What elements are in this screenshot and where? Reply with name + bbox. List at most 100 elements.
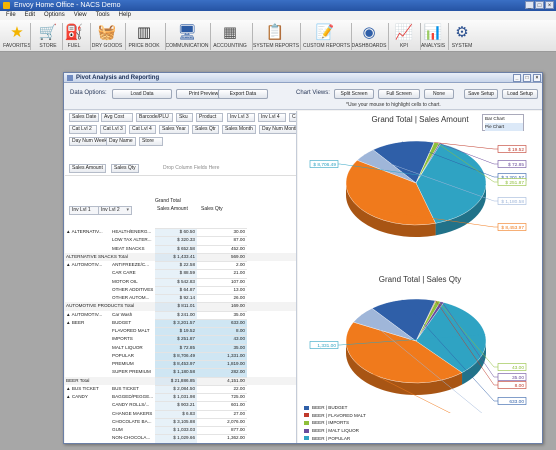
table-row[interactable]: PREMIUM $ 8,453.97 1,819.00 xyxy=(65,360,296,369)
total-row[interactable]: ALTERNATIVE SNACKS Total $ 1,433.41 569.00 xyxy=(65,252,296,261)
field-chip-sku[interactable]: Sku xyxy=(176,113,193,122)
sales-amount-cell[interactable]: $ 1,433.41 xyxy=(155,252,197,261)
split-screen-button[interactable]: Split Screen xyxy=(334,89,374,99)
total-row[interactable]: BEER Total $ 21,886.85 4,151.00 xyxy=(65,376,296,385)
field-chip-product[interactable]: Product xyxy=(196,113,223,122)
sales-amount-cell[interactable]: $ 8,706.49 xyxy=(155,351,197,360)
sales-qty-cell[interactable]: 30.00 xyxy=(233,229,246,234)
table-row[interactable]: ▲ AUTOMOTIV... ANTIFREEZE/C... $ 22.58 2.00 xyxy=(65,261,296,270)
table-row[interactable]: CHOCOLATE BA... $ 3,105.88 2,076.00 xyxy=(65,417,296,426)
sales-amount-cell[interactable]: $ 22.58 xyxy=(155,261,197,270)
export-data-button[interactable]: Export Data xyxy=(218,89,268,99)
sales-amount-cell[interactable]: $ 72.85 xyxy=(155,343,197,352)
sales-amount-cell[interactable]: $ 1,180.58 xyxy=(155,368,197,377)
table-row[interactable]: LOW TAX ALTER... $ 320.33 87.00 xyxy=(65,236,296,245)
table-row[interactable]: IMPORTS $ 251.87 43.00 xyxy=(65,335,296,344)
table-row[interactable]: MEAT SNACKS $ 652.58 452.00 xyxy=(65,244,296,253)
none-view-button[interactable]: None xyxy=(424,89,454,99)
total-row[interactable]: AUTOMOTIVE PRODUCTS Total $ 811.01 169.00 xyxy=(65,302,296,311)
row-field-inv-lvl-2[interactable]: Inv Lvl 2 xyxy=(98,206,132,215)
table-row[interactable]: NOVELTY/SEAS...$ 33.6525.00 xyxy=(65,442,296,443)
sales-qty-cell[interactable]: 169.00 xyxy=(230,303,245,309)
table-row[interactable]: CANDY ROLLS/... $ 903.21 601.00 xyxy=(65,401,296,410)
close-button[interactable]: × xyxy=(545,1,554,9)
minimize-button[interactable]: _ xyxy=(525,1,534,9)
toolbar-kpi-button[interactable]: 📈 KPI xyxy=(382,20,426,52)
sales-amount-cell[interactable]: $ 64.87 xyxy=(155,285,197,294)
data-field-sales-amount[interactable]: Sales Amount xyxy=(69,164,106,173)
menu-file[interactable]: File xyxy=(6,12,16,18)
field-chip-cat-lvl-4[interactable]: Cat Lvl 4 xyxy=(129,125,156,134)
field-chip-sales-month[interactable]: Sales Month xyxy=(222,125,256,134)
sales-amount-cell[interactable]: $ 3,201.57 xyxy=(155,318,197,327)
menu-options[interactable]: Options xyxy=(44,12,65,18)
table-row[interactable]: ▲ CANDY BAGGED/PEGGE... $ 1,031.98 725.00 xyxy=(65,393,296,402)
table-row[interactable]: OTHER ADDITIVES $ 64.87 13.00 xyxy=(65,285,296,294)
sales-amount-cell[interactable]: $ 811.01 xyxy=(155,302,197,311)
toolbar-system-reports-button[interactable]: 📋 SYSTEM REPORTS xyxy=(253,20,299,52)
sales-qty-cell[interactable]: 2,076.00 xyxy=(227,418,245,424)
sales-qty-cell[interactable]: 1,819.00 xyxy=(197,360,247,369)
save-setup-button[interactable]: Save Setup xyxy=(464,89,498,99)
field-chip-barcode-plu[interactable]: Barcode/PLU xyxy=(136,113,173,122)
sales-qty-cell[interactable]: 2.00 xyxy=(236,262,245,267)
sales-amount-cell[interactable]: $ 652.58 xyxy=(155,244,197,253)
table-row[interactable]: GUM $ 1,033.03 877.00 xyxy=(65,426,296,435)
table-row[interactable]: CAR CARE $ 88.59 21.00 xyxy=(65,269,296,278)
field-chip-sales-date[interactable]: Sales Date xyxy=(69,113,100,122)
menu-edit[interactable]: Edit xyxy=(24,12,36,18)
menu-help[interactable]: Help xyxy=(118,12,131,18)
toolbar-dashboards-button[interactable]: ◉ DASHBOARDS xyxy=(347,20,391,52)
toolbar-dry-goods-button[interactable]: 🧺 DRY GOODS xyxy=(85,20,129,52)
sales-amount-cell[interactable]: $ 6.83 xyxy=(155,409,197,418)
sales-amount-cell[interactable]: $ 1,029.66 xyxy=(155,434,197,443)
toolbar-store-button[interactable]: 🛒 STORE xyxy=(26,20,70,52)
full-screen-button[interactable]: Full Screen xyxy=(378,89,420,99)
sales-qty-cell[interactable]: 452.00 xyxy=(230,245,245,251)
table-row[interactable]: MOTOR OIL $ 542.83 107.00 xyxy=(65,277,296,286)
sales-qty-cell[interactable]: 27.00 xyxy=(233,410,246,416)
toolbar-favorites-button[interactable]: ★ FAVORITES xyxy=(0,20,39,52)
menu-tools[interactable]: Tools xyxy=(95,12,110,18)
field-chip-inv-lvl-4[interactable]: Inv Lvl 4 xyxy=(258,113,286,122)
sales-qty-cell[interactable]: 1,331.00 xyxy=(197,351,247,360)
sales-qty-cell[interactable]: 877.00 xyxy=(230,427,245,432)
sales-amount-cell[interactable]: $ 2,084.50 xyxy=(155,384,197,393)
sales-amount-cell[interactable]: $ 60.50 xyxy=(155,228,197,237)
sales-amount-cell[interactable]: $ 19.52 xyxy=(155,327,197,336)
chart-type-pie[interactable]: Pie Chart xyxy=(485,123,523,131)
sales-amount-cell[interactable]: $ 21,886.85 xyxy=(155,376,197,385)
sales-qty-cell[interactable]: 633.00 xyxy=(197,318,247,327)
field-chip-cat-lvl-2[interactable]: Cat Lvl 2 xyxy=(69,125,97,134)
sales-qty-cell[interactable]: 725.00 xyxy=(230,394,245,399)
sales-amount-cell[interactable]: $ 542.83 xyxy=(155,277,197,286)
chart-type-bar[interactable]: Bar Chart xyxy=(485,116,505,121)
sales-qty-cell[interactable]: 8.00 xyxy=(197,327,247,336)
col-header-sales-qty[interactable]: Sales Qty xyxy=(201,206,223,212)
sales-qty-cell[interactable]: 43.00 xyxy=(197,335,247,344)
table-row[interactable]: NON-CHOCOLA... $ 1,029.66 1,362.00 xyxy=(65,434,296,443)
pivot-maximize-button[interactable]: □ xyxy=(523,74,531,82)
col-header-sales-amount[interactable]: Sales Amount xyxy=(157,206,188,212)
sales-amount-cell[interactable]: $ 8,453.97 xyxy=(155,360,197,369)
sales-qty-cell[interactable]: 13.00 xyxy=(233,286,246,292)
table-row[interactable]: SUPER PREMIUM $ 1,180.58 282.00 xyxy=(65,368,296,377)
sales-qty-cell[interactable]: 4,151.00 xyxy=(227,377,245,383)
toolbar-fuel-button[interactable]: ⛽ FUEL xyxy=(52,20,96,52)
table-row[interactable]: ▲ BEER BUDGET $ 3,201.57 633.00 xyxy=(65,318,296,327)
sales-amount-cell[interactable]: $ 320.33 xyxy=(155,236,197,245)
sales-amount-cell[interactable]: $ 3,105.88 xyxy=(155,417,197,426)
load-data-button[interactable]: Load Data xyxy=(112,89,172,99)
sales-qty-cell[interactable]: 21.00 xyxy=(233,270,246,276)
field-chip-inv-lvl-3[interactable]: Inv Lvl 3 xyxy=(227,113,255,122)
toolbar-communication-button[interactable]: 🖥 COMMUNICATION xyxy=(165,20,209,52)
field-chip-avg-cost[interactable]: Avg Cost xyxy=(101,113,133,122)
toolbar-accounting-button[interactable]: ▦ ACCOUNTING xyxy=(208,20,252,52)
data-field-sales-qty[interactable]: Sales Qty xyxy=(111,164,139,173)
sales-qty-cell[interactable]: 107.00 xyxy=(230,278,245,284)
toolbar-system-button[interactable]: ⚙ SYSTEM xyxy=(440,20,484,52)
sales-amount-cell[interactable]: $ 241.00 xyxy=(155,310,197,319)
menu-view[interactable]: View xyxy=(73,12,87,18)
table-row[interactable]: POPULAR $ 8,706.49 1,331.00 xyxy=(65,351,296,360)
toolbar-analysis-button[interactable]: 📊 ANALYSIS xyxy=(411,20,455,52)
